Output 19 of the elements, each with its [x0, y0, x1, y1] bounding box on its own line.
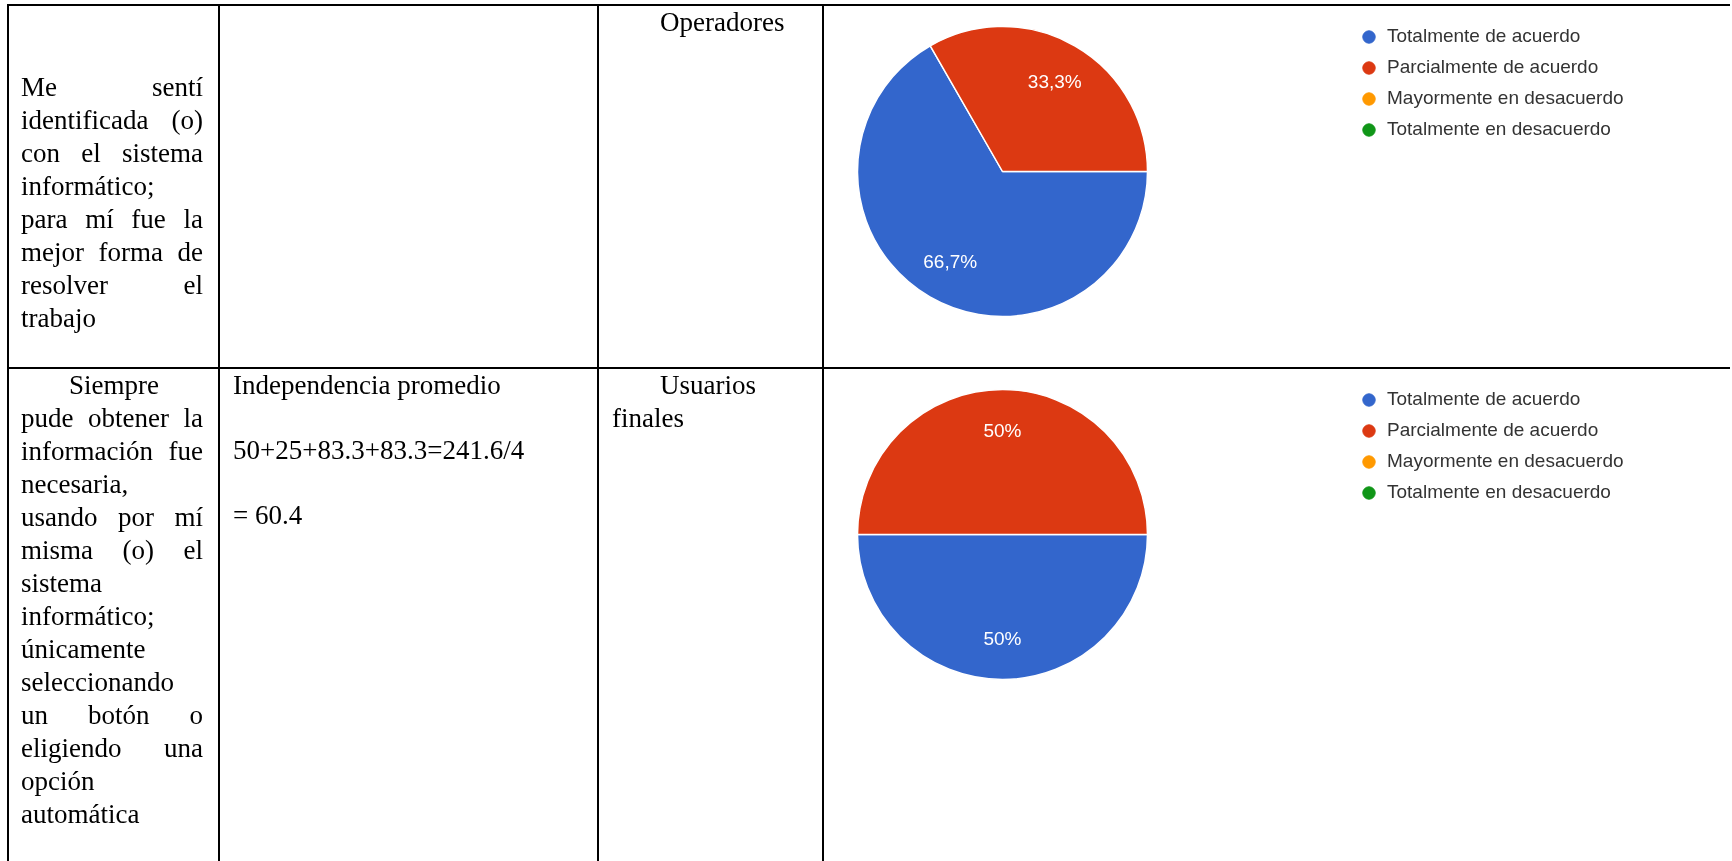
legend-label: Totalmente en desacuerdo — [1387, 117, 1611, 141]
text: Me sentí identificada (o) con el sistema informático; para mí fue la mejor forma de resolver el trabajo — [21, 71, 203, 335]
data-label: 50% — [983, 628, 1022, 650]
text: = 60.4 — [233, 499, 304, 532]
legend-label: Totalmente en desacuerdo — [1387, 480, 1611, 504]
legend-label: Totalmente de acuerdo — [1387, 24, 1581, 48]
data-label: 33,3% — [1027, 70, 1082, 92]
legend-label: Mayormente en desacuerdo — [1387, 86, 1624, 110]
legend-label: Mayormente en desacuerdo — [1387, 449, 1624, 473]
text: Independencia promedio — [233, 369, 502, 402]
legend-label: Totalmente de acuerdo — [1387, 387, 1581, 411]
data-label: 50% — [983, 419, 1022, 441]
text: Siempre pude obtener la información fue necesaria, usando por mí misma (o) el sistema informático; únicamente seleccionando un botón o eligiendo una opción automática — [21, 370, 203, 829]
data-label: 66,7% — [923, 251, 978, 273]
text: 50+25+83.3+83.3=241.6/4 — [233, 434, 525, 467]
text: Operadores — [659, 6, 785, 39]
legend-label: Parcialmente de acuerdo — [1387, 55, 1599, 79]
text: Usuarios finales — [612, 369, 757, 435]
legend-label: Parcialmente de acuerdo — [1387, 418, 1599, 442]
